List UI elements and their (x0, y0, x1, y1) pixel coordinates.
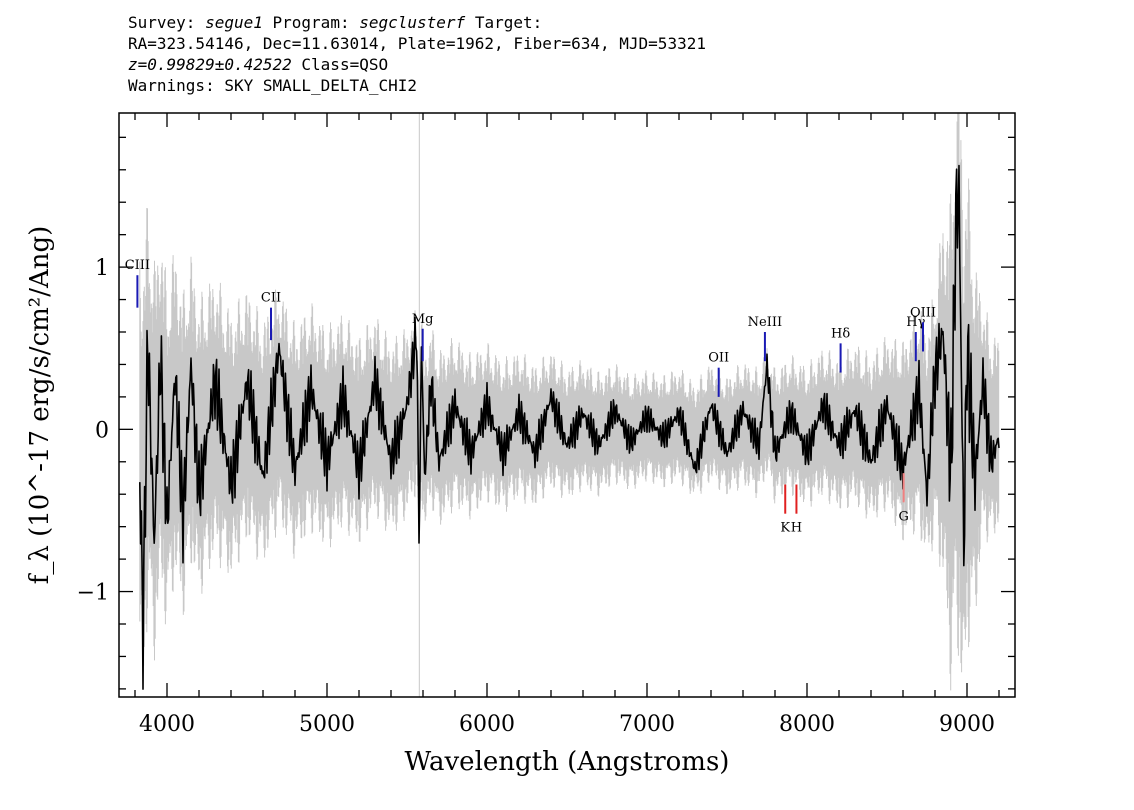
x-tick-label: 7000 (619, 712, 675, 737)
plot-frame (118, 112, 1016, 698)
line-marker-label-cii: CII (261, 291, 281, 306)
line-marker-label-hγ: Hγ (906, 315, 925, 330)
line-marker-label-mg: Mg (412, 312, 434, 327)
survey-label: Survey: (128, 13, 196, 32)
spectrum-header: Survey: segue1 Program: segclusterf Targ… (128, 12, 706, 96)
tick-labels-layer: 4000 5000 6000 7000 8000 9000 −1 0 1 (77, 256, 995, 737)
flux-line (139, 164, 1000, 690)
x-tick-label: 6000 (459, 712, 515, 737)
error-envelope (139, 113, 1000, 691)
y-tick-label: 0 (95, 418, 109, 443)
x-axis-label: Wavelength (Angstroms) (405, 747, 730, 777)
error-envelope-layer (139, 113, 1000, 697)
header-line-3: z=0.99829±0.42522 Class=QSO (128, 54, 706, 75)
line-marker-label-h: H (791, 521, 802, 536)
header-line-1: Survey: segue1 Program: segclusterf Targ… (128, 12, 706, 33)
redshift-value: z=0.99829±0.42522 (128, 55, 292, 74)
x-tick-label: 5000 (299, 712, 355, 737)
ticks-layer (119, 113, 1015, 697)
line-marker-label-oii: OII (708, 351, 729, 366)
line-marker-label-hδ: Hδ (831, 326, 850, 341)
line-marker-label-g: G (898, 509, 908, 524)
y-tick-label: 1 (95, 256, 109, 281)
x-tick-label: 8000 (779, 712, 835, 737)
line-marker-label-ciii: CIII (125, 258, 150, 273)
line-marker-label-neiii: NeIII (748, 315, 782, 330)
y-tick-label: −1 (77, 581, 109, 606)
class-value: Class=QSO (301, 55, 389, 74)
x-tick-label: 4000 (139, 712, 195, 737)
x-tick-label: 9000 (939, 712, 995, 737)
program-value: segclusterf (359, 13, 466, 32)
target-label: Target: (474, 13, 543, 32)
header-warnings: Warnings: SKY SMALL_DELTA_CHI2 (128, 76, 417, 95)
survey-value: segue1 (205, 13, 263, 32)
flux-line-layer (139, 164, 1000, 690)
line-marker-label-oiii: OIII (910, 305, 936, 320)
y-axis-label: f_λ (10^-17 erg/s/cm²/Ang) (25, 226, 55, 585)
program-label: Program: (272, 13, 350, 32)
header-coordinates: RA=323.54146, Dec=11.63014, Plate=1962, … (128, 34, 706, 53)
line-marker-label-k: K (780, 521, 790, 536)
